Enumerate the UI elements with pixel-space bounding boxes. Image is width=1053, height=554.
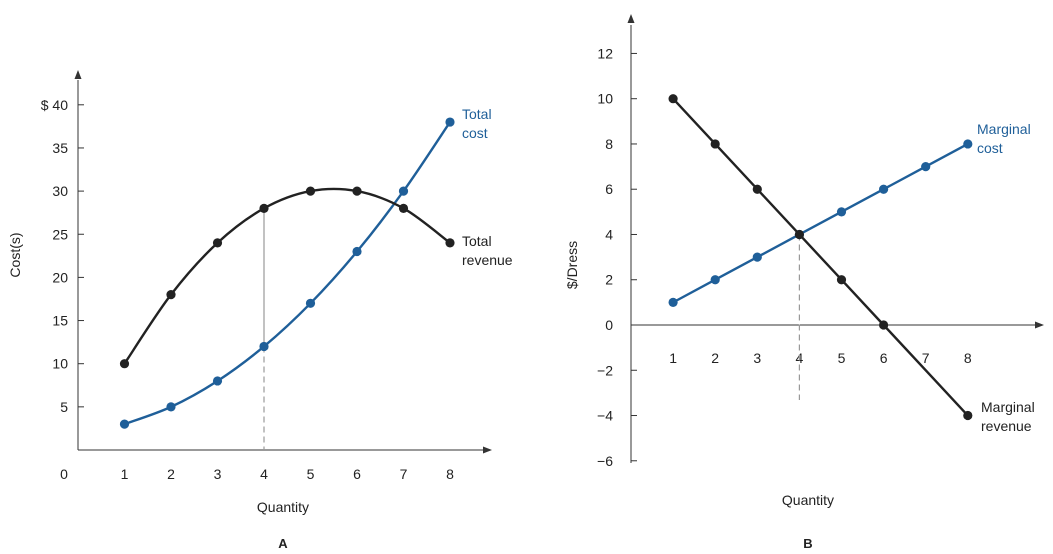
marginal-cost-point [921, 161, 931, 172]
total-revenue-point [259, 203, 269, 213]
marginal-cost-label-line: cost [977, 140, 1003, 156]
y-tick-label: 8 [605, 136, 613, 152]
y-tick-label: 2 [605, 272, 613, 288]
total-cost-label: Total cost [462, 106, 492, 141]
y-tick-label: −4 [597, 408, 613, 424]
marginal-revenue-label-line: Marginal [981, 399, 1035, 415]
y-tick-label: −6 [597, 453, 613, 469]
total-cost-label-line: cost [462, 125, 488, 141]
marginal-revenue-point [963, 410, 973, 421]
x-axis-arrow [483, 446, 492, 454]
total-revenue-label-line: Total [462, 233, 492, 249]
y-tick-label: $ 40 [41, 97, 68, 113]
marginal-revenue-point [836, 275, 847, 285]
marginal-cost-point [879, 184, 889, 194]
total-revenue-curve [123, 187, 451, 365]
y-tick-label: 12 [597, 45, 613, 61]
y-tick-label: 5 [60, 399, 68, 415]
x-tick-label: 2 [711, 350, 719, 366]
x-tick-label: 4 [260, 466, 268, 482]
total-cost-point [305, 298, 316, 308]
marginal-cost-point [710, 275, 720, 285]
y-tick-label: 10 [597, 91, 613, 107]
x-tick-label: 3 [214, 466, 222, 482]
marginal-revenue-point [794, 229, 805, 240]
panel-a: 5 10 15 20 25 30 35 $ 40 1 2 3 4 5 6 7 8 0 Quantity Cost(s… [7, 80, 513, 551]
total-revenue-point [166, 290, 176, 300]
y-tick-label: 30 [52, 183, 68, 199]
x-axis-title: Quantity [257, 499, 309, 515]
total-cost-point [445, 117, 455, 127]
x-tick-label: 8 [446, 466, 454, 482]
total-cost-point [119, 419, 130, 429]
marginal-revenue-label: Marginal revenue [981, 399, 1035, 434]
total-cost-point [352, 246, 362, 257]
total-revenue-point [398, 203, 409, 213]
x-tick-label: 7 [922, 350, 930, 366]
total-revenue-point [305, 186, 316, 196]
marginal-revenue-label-line: revenue [981, 418, 1032, 434]
total-revenue-point [352, 186, 362, 196]
panel-b: −6−4−202468101212345678Quantity$/DressBM… [564, 25, 1035, 551]
total-cost-point [166, 402, 176, 412]
total-cost-point [259, 341, 269, 352]
marginal-cost-line [672, 142, 969, 304]
total-revenue-point [445, 238, 455, 248]
total-revenue-label: Total revenue [462, 233, 513, 268]
panel-label-a: A [278, 536, 288, 551]
panel-label-b: B [803, 536, 812, 551]
x-tick-label: 2 [167, 466, 175, 482]
y-tick-label: 35 [52, 140, 68, 156]
y-axis-arrow [627, 14, 635, 23]
y-axis-title: Cost(s) [7, 232, 23, 277]
total-revenue-label-line: revenue [462, 252, 513, 268]
y-tick-label: 15 [52, 313, 68, 329]
total-revenue-point [119, 359, 130, 369]
marginal-revenue-point [710, 139, 720, 149]
x-tick-label: 1 [669, 350, 677, 366]
y-tick-label: 4 [605, 226, 613, 242]
x-tick-label: 8 [964, 350, 972, 366]
total-cost-curve [124, 121, 451, 426]
marginal-cost-point [963, 139, 973, 149]
marginal-cost-point [668, 297, 678, 307]
x-tick-label: 1 [121, 466, 129, 482]
y-tick-label: 10 [52, 356, 68, 372]
x-tick-label: 6 [880, 350, 888, 366]
x-axis-title: Quantity [782, 492, 834, 508]
y-tick-label: −2 [597, 362, 613, 378]
y-tick-label: 25 [52, 226, 68, 242]
marginal-cost-point [836, 207, 847, 217]
marginal-cost-point [752, 252, 762, 262]
y-axis-title: $/Dress [564, 241, 580, 289]
marginal-cost-label: Marginal cost [977, 121, 1031, 156]
y-axis-arrow [74, 70, 82, 79]
marginal-revenue-point [752, 184, 762, 194]
total-cost-label-line: Total [462, 106, 492, 122]
total-cost-point [212, 376, 223, 386]
total-revenue-point [212, 238, 223, 248]
x-tick-label: 5 [838, 350, 846, 366]
marginal-revenue-point [668, 94, 678, 104]
marginal-revenue-point [879, 320, 889, 330]
y-tick-label: 20 [52, 269, 68, 285]
x-tick-label: 3 [753, 350, 761, 366]
total-cost-point [398, 186, 409, 196]
x-tick-label: 6 [353, 466, 361, 482]
marginal-cost-label-line: Marginal [977, 121, 1031, 137]
x-tick-label: 5 [307, 466, 315, 482]
y-tick-label: 6 [605, 181, 613, 197]
x-tick-label: 7 [400, 466, 408, 482]
origin-label: 0 [60, 466, 68, 482]
y-tick-label: 0 [605, 317, 613, 333]
x-axis-arrow [1035, 321, 1044, 329]
